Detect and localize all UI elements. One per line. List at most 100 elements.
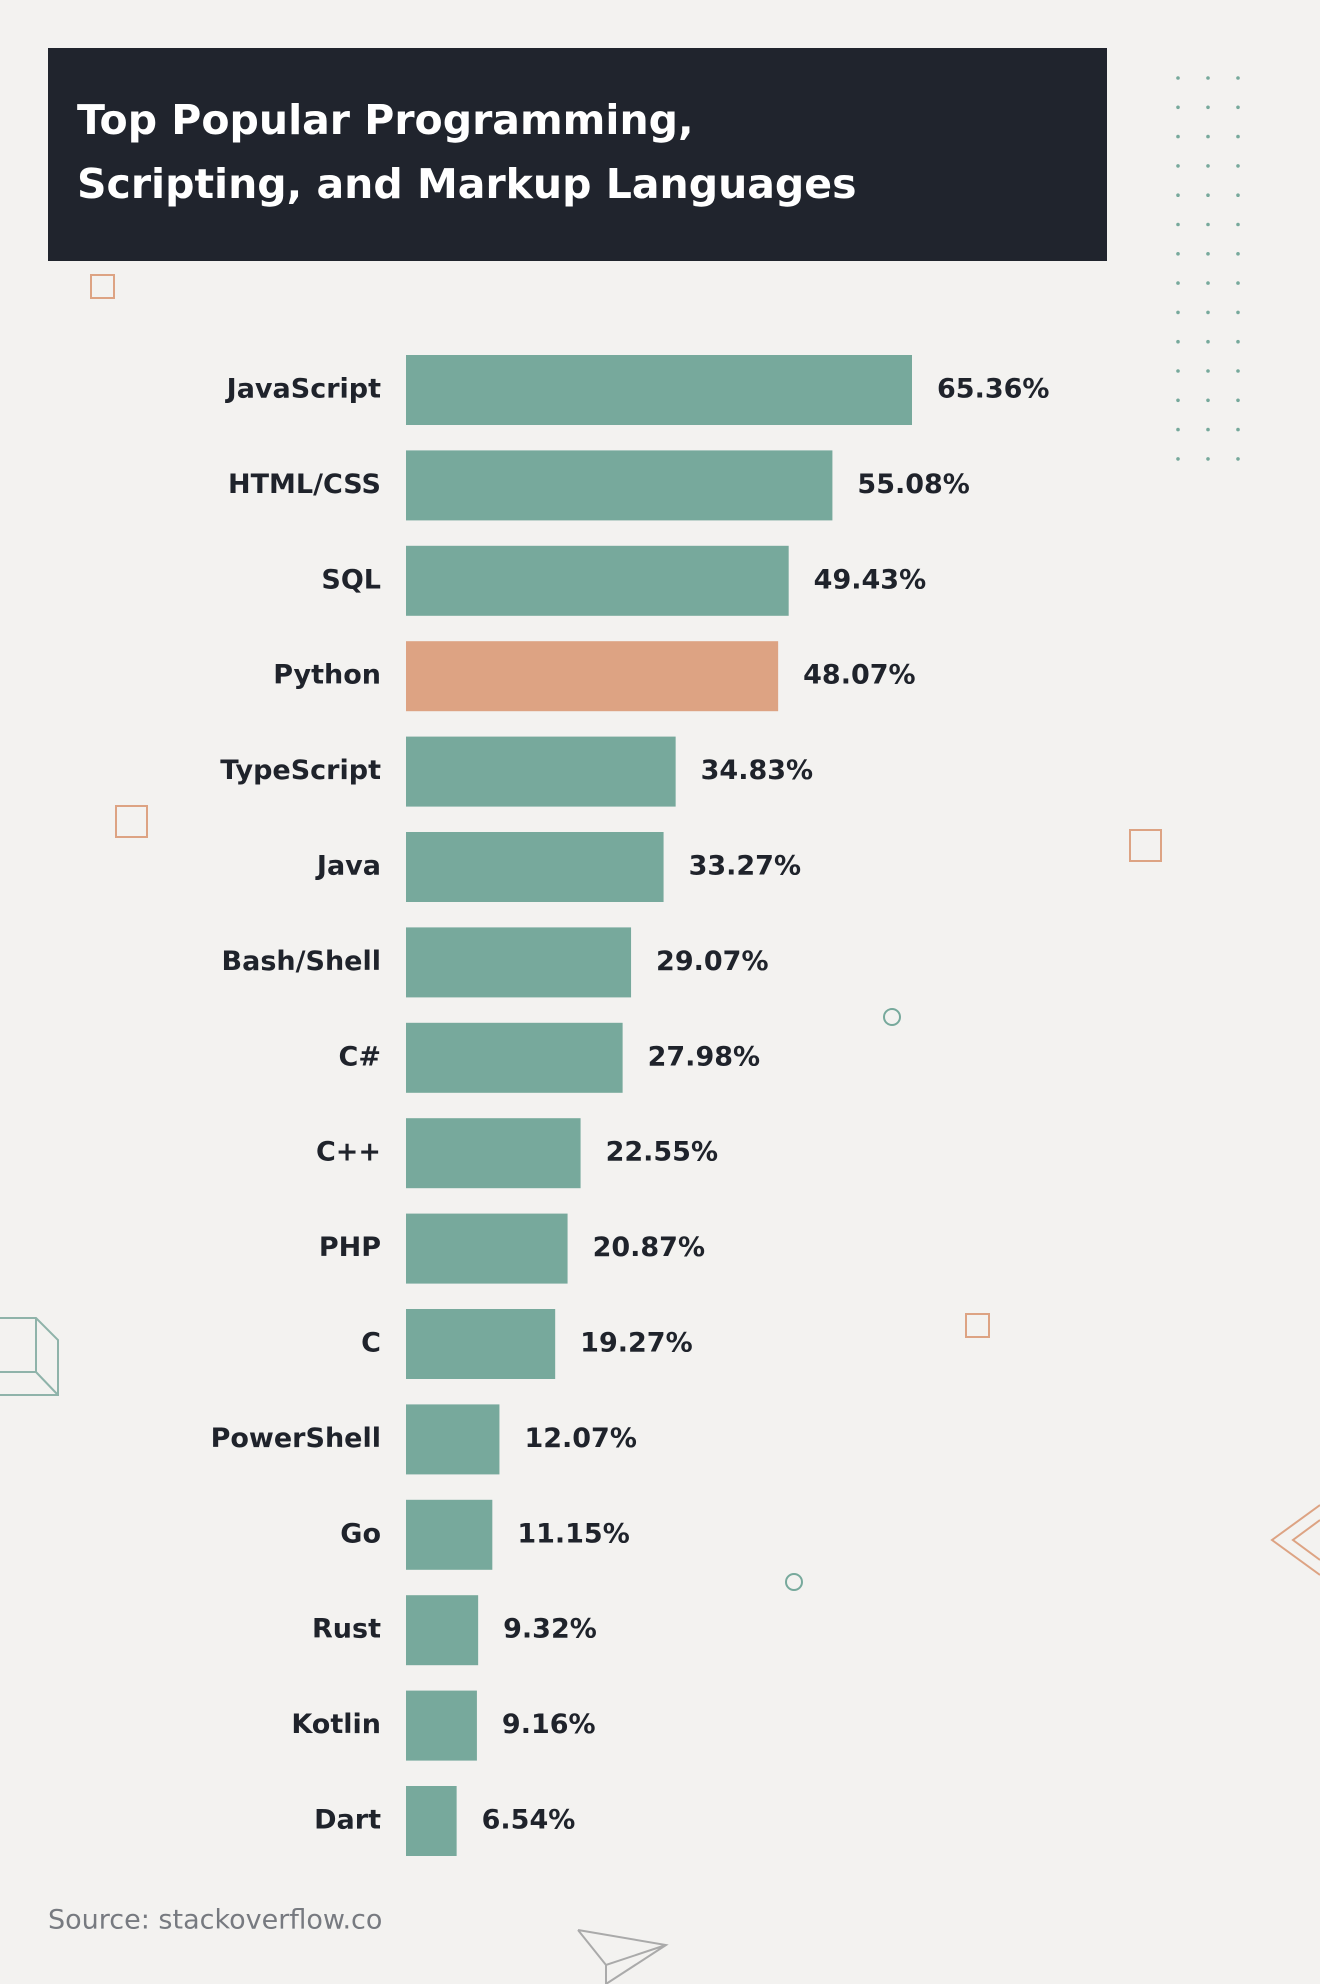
value-label: 9.16% (502, 1709, 596, 1740)
value-label: 48.07% (803, 660, 915, 691)
chart-title: Scripting, and Markup Languages (77, 160, 856, 208)
value-label: 19.27% (580, 1328, 692, 1359)
value-label: 34.83% (701, 755, 813, 786)
decor-dot (1236, 222, 1240, 227)
value-label: 49.43% (814, 564, 926, 595)
y-tick-label: Rust (312, 1614, 381, 1645)
bar (406, 545, 789, 616)
decor-dot (1176, 164, 1180, 168)
decor-dot (1206, 164, 1210, 168)
source: Source: stackoverflow.co (48, 1905, 382, 1936)
value-label: 27.98% (648, 1041, 760, 1072)
value-label: 12.07% (524, 1423, 636, 1454)
decor-dot (1236, 281, 1240, 285)
y-tick-label: TypeScript (220, 755, 381, 786)
decor-dot (1206, 310, 1210, 315)
decor-plane (577, 1929, 669, 1984)
bar (406, 641, 779, 712)
decor-dot (1206, 105, 1210, 110)
title-box (48, 48, 1107, 261)
decor-square (90, 274, 115, 299)
bar (406, 1404, 500, 1475)
bar (406, 1690, 477, 1761)
y-tick-label: JavaScript (225, 374, 381, 405)
decor-dot (1176, 193, 1180, 197)
decor-dot (1236, 252, 1240, 256)
decor-dot (1236, 369, 1240, 373)
value-label: 29.07% (656, 946, 768, 977)
decor-dot (1206, 281, 1210, 285)
decor-dot (1176, 281, 1180, 285)
decor-square (1129, 829, 1162, 862)
bar (406, 450, 833, 521)
decor-dot (1236, 76, 1240, 80)
decor-dot (1206, 76, 1210, 80)
value-label: 6.54% (482, 1805, 576, 1836)
value-label: 20.87% (593, 1232, 705, 1263)
decor-square (115, 805, 148, 838)
decor-dot (1206, 222, 1210, 227)
decor-dot (1236, 427, 1240, 432)
y-tick-label: HTML/CSS (228, 469, 381, 500)
bar (406, 736, 676, 807)
y-tick-label: Kotlin (291, 1709, 381, 1740)
decor-dot (1176, 398, 1180, 403)
bar (406, 927, 632, 998)
y-tick-label: PHP (319, 1232, 381, 1263)
bar (406, 1022, 623, 1093)
decor-dot (1176, 310, 1180, 315)
decor-dot (1206, 369, 1210, 373)
y-tick-label: Python (273, 660, 381, 691)
decor-diamond (1270, 1504, 1320, 1576)
value-label: 11.15% (517, 1518, 629, 1549)
chart-title: Top Popular Programming, (77, 96, 694, 144)
value-label: 33.27% (689, 851, 801, 882)
bar (406, 1499, 493, 1570)
bar (406, 1595, 479, 1666)
decor-circle (883, 1008, 901, 1026)
decor-dot (1206, 134, 1210, 139)
decor-dot (1176, 457, 1180, 461)
y-tick-label: C# (339, 1041, 381, 1072)
decor-dot (1206, 427, 1210, 432)
decor-dot (1206, 193, 1210, 197)
y-tick-label: C++ (316, 1137, 381, 1168)
y-tick-label: SQL (321, 564, 381, 595)
bar (406, 1309, 556, 1379)
decor-dot (1176, 427, 1180, 432)
y-tick-label: Bash/Shell (222, 946, 381, 977)
decor-dot (1236, 105, 1240, 110)
decor-dot (1176, 134, 1180, 139)
decor-dot (1236, 164, 1240, 168)
bar (406, 1118, 581, 1189)
decor-dot (1236, 193, 1240, 197)
bar (406, 832, 664, 902)
y-tick-label: Go (340, 1518, 381, 1549)
decor-dot (1176, 222, 1180, 227)
decor-cube (0, 1317, 59, 1396)
value-label: 65.36% (937, 374, 1049, 405)
decor-dot (1176, 369, 1180, 373)
decor-dot (1206, 457, 1210, 461)
decor-dot (1176, 76, 1180, 80)
decor-dot (1236, 134, 1240, 139)
value-label: 22.55% (606, 1137, 718, 1168)
bar (406, 1213, 568, 1284)
decor-dot (1236, 310, 1240, 315)
decor-dot (1206, 398, 1210, 403)
decor-dot (1236, 339, 1240, 344)
y-tick-label: C (361, 1328, 381, 1359)
decor-dot (1176, 339, 1180, 344)
decor-square (965, 1313, 990, 1338)
decor-dot (1206, 252, 1210, 256)
decor-dot (1176, 105, 1180, 110)
y-tick-label: PowerShell (211, 1423, 381, 1454)
value-label: 55.08% (857, 469, 969, 500)
y-tick-label: Java (315, 851, 381, 882)
value-label: 9.32% (503, 1614, 597, 1645)
y-tick-label: Dart (314, 1805, 381, 1836)
decor-dot (1176, 252, 1180, 256)
